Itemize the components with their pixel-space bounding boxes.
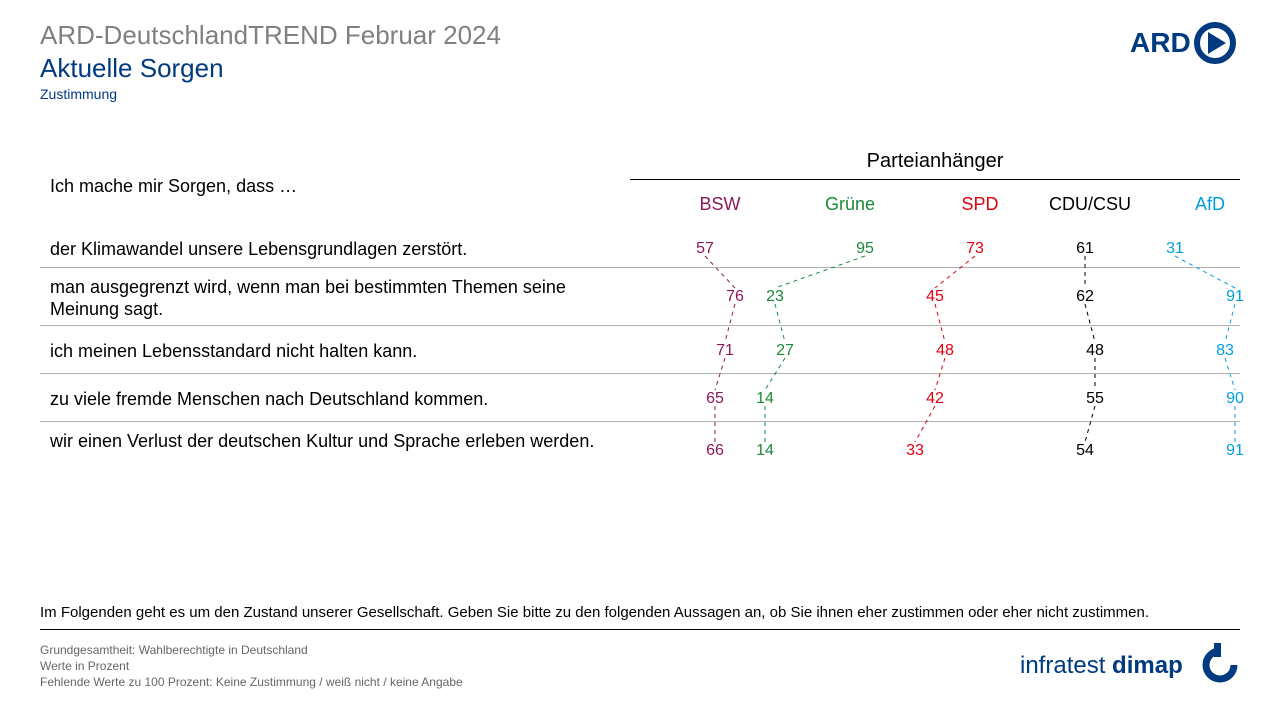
header-title: ARD-DeutschlandTREND Februar 2024: [40, 20, 1240, 51]
value-cell: 23: [760, 288, 790, 306]
svg-text:infratest dimap: infratest dimap: [1020, 652, 1183, 679]
subsubtitle: Zustimmung: [40, 86, 1240, 102]
value-cell: 73: [960, 240, 990, 258]
row-text: zu viele fremde Menschen nach Deutschlan…: [50, 388, 610, 410]
value-cell: 61: [1070, 240, 1100, 258]
value-cell: 62: [1070, 288, 1100, 306]
row-text: wir einen Verlust der deutschen Kultur u…: [50, 430, 610, 452]
party-header-spd: SPD: [930, 194, 1030, 215]
value-cell: 14: [750, 390, 780, 408]
footnote-1: Grundgesamtheit: Wahlberechtigte in Deut…: [40, 642, 463, 658]
value-cell: 90: [1220, 390, 1250, 408]
table-row: der Klimawandel unsere Lebensgrundlagen …: [40, 230, 1240, 268]
party-header-afd: AfD: [1160, 194, 1260, 215]
row-text: der Klimawandel unsere Lebensgrundlagen …: [50, 238, 610, 260]
value-cell: 48: [930, 342, 960, 360]
value-cell: 42: [920, 390, 950, 408]
group-header: Parteianhänger: [630, 150, 1240, 180]
table-row: man ausgegrenzt wird, wenn man bei besti…: [40, 268, 1240, 326]
svg-text:ARD: ARD: [1130, 27, 1191, 58]
row-text: man ausgegrenzt wird, wenn man bei besti…: [50, 276, 610, 320]
value-cell: 76: [720, 288, 750, 306]
value-cell: 33: [900, 442, 930, 460]
value-cell: 65: [700, 390, 730, 408]
subtitle: Aktuelle Sorgen: [40, 53, 1240, 84]
table-row: wir einen Verlust der deutschen Kultur u…: [40, 422, 1240, 480]
value-cell: 57: [690, 240, 720, 258]
value-cell: 48: [1080, 342, 1110, 360]
footnote-3: Fehlende Werte zu 100 Prozent: Keine Zus…: [40, 674, 463, 690]
infratest-logo: infratest dimap: [1020, 643, 1240, 690]
footnote-2: Werte in Prozent: [40, 658, 463, 674]
value-cell: 95: [850, 240, 880, 258]
value-cell: 83: [1210, 342, 1240, 360]
value-cell: 45: [920, 288, 950, 306]
value-cell: 91: [1220, 288, 1250, 306]
question-prompt: Ich mache mir Sorgen, dass …: [50, 176, 297, 197]
footer-question: Im Folgenden geht es um den Zustand unse…: [40, 604, 1240, 630]
footer-notes: Grundgesamtheit: Wahlberechtigte in Deut…: [40, 642, 463, 690]
party-header-cducsu: CDU/CSU: [1040, 194, 1140, 215]
ard-logo: ARD: [1130, 18, 1240, 73]
table-row: ich meinen Lebensstandard nicht halten k…: [40, 326, 1240, 374]
value-cell: 66: [700, 442, 730, 460]
table-row: zu viele fremde Menschen nach Deutschlan…: [40, 374, 1240, 422]
value-cell: 55: [1080, 390, 1110, 408]
page: ARD-DeutschlandTREND Februar 2024 Aktuel…: [0, 0, 1280, 720]
value-cell: 14: [750, 442, 780, 460]
value-cell: 91: [1220, 442, 1250, 460]
value-cell: 71: [710, 342, 740, 360]
party-header-bsw: BSW: [670, 194, 770, 215]
value-cell: 31: [1160, 240, 1190, 258]
value-cell: 27: [770, 342, 800, 360]
row-text: ich meinen Lebensstandard nicht halten k…: [50, 340, 610, 362]
value-cell: 54: [1070, 442, 1100, 460]
party-header-grne: Grüne: [800, 194, 900, 215]
